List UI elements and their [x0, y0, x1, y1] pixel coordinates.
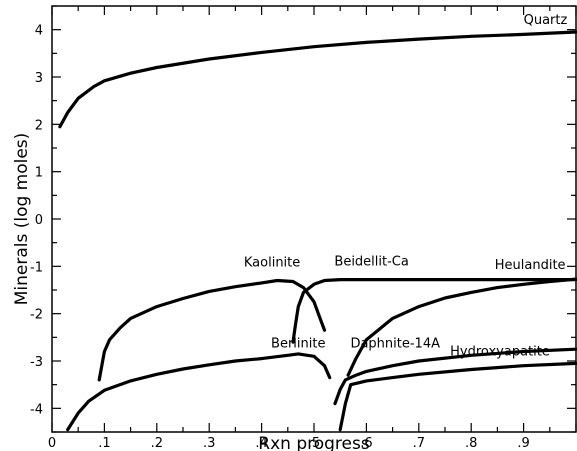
x-tick-label: .2 [151, 436, 163, 451]
series-line-quartz [58, 30, 577, 129]
y-tick-label: -4 [30, 402, 43, 417]
series-line-heulandite [346, 277, 577, 377]
y-tick-label: -2 [30, 308, 43, 323]
series-label-hydroxyapatite: Hydroxyapatite [450, 344, 550, 359]
x-tick-label: .1 [98, 436, 110, 451]
x-tick-label: .5 [308, 436, 320, 451]
series-line-daphnite-14a [333, 347, 577, 406]
x-tick-label: .8 [465, 436, 477, 451]
series-label-quartz: Quartz [524, 13, 568, 28]
series-line-beidellit-ca [291, 278, 577, 344]
series-label-kaolinite: Kaolinite [244, 255, 300, 270]
x-tick-label: .4 [255, 436, 267, 451]
y-axis-title: Minerals (log moles) [12, 133, 32, 306]
x-tick-labels: 0 .1 .2 .3 .4 .5 .6 .7 .8 .9 [48, 436, 530, 451]
y-tick-label: -3 [30, 355, 43, 370]
x-axis-title: Rxn progress [258, 434, 370, 451]
y-tick-labels: 4 3 2 1 0 -1 -2 -3 -4 [30, 24, 43, 418]
y-tick-label: 3 [35, 71, 43, 86]
x-tick-label: 0 [48, 436, 56, 451]
series-lines [58, 30, 577, 432]
y-tick-label: 2 [35, 118, 43, 133]
x-tick-label: .9 [517, 436, 529, 451]
x-tick-label: .7 [413, 436, 425, 451]
y-tick-label: 1 [35, 166, 43, 181]
series-line-hydroxyapatite [338, 361, 577, 432]
axis-ticks [51, 5, 577, 433]
series-line-kaolinite [97, 278, 327, 382]
y-tick-label: -1 [30, 260, 43, 275]
series-label-berlinite: Berlinite [271, 337, 325, 352]
series-label-heulandite: Heulandite [495, 258, 566, 273]
series-label-daphnite-14a: Daphnite-14A [350, 337, 440, 352]
y-tick-label: 0 [35, 213, 43, 228]
x-tick-label: .3 [203, 436, 215, 451]
x-tick-label: .6 [360, 436, 372, 451]
y-tick-label: 4 [35, 24, 43, 39]
series-label-beidellit-ca: Beidellit-Ca [334, 254, 408, 269]
series-line-berlinite [66, 352, 332, 432]
series-labels: Quartz Kaolinite Beidellit-Ca Heulandite Ber… [244, 13, 568, 359]
